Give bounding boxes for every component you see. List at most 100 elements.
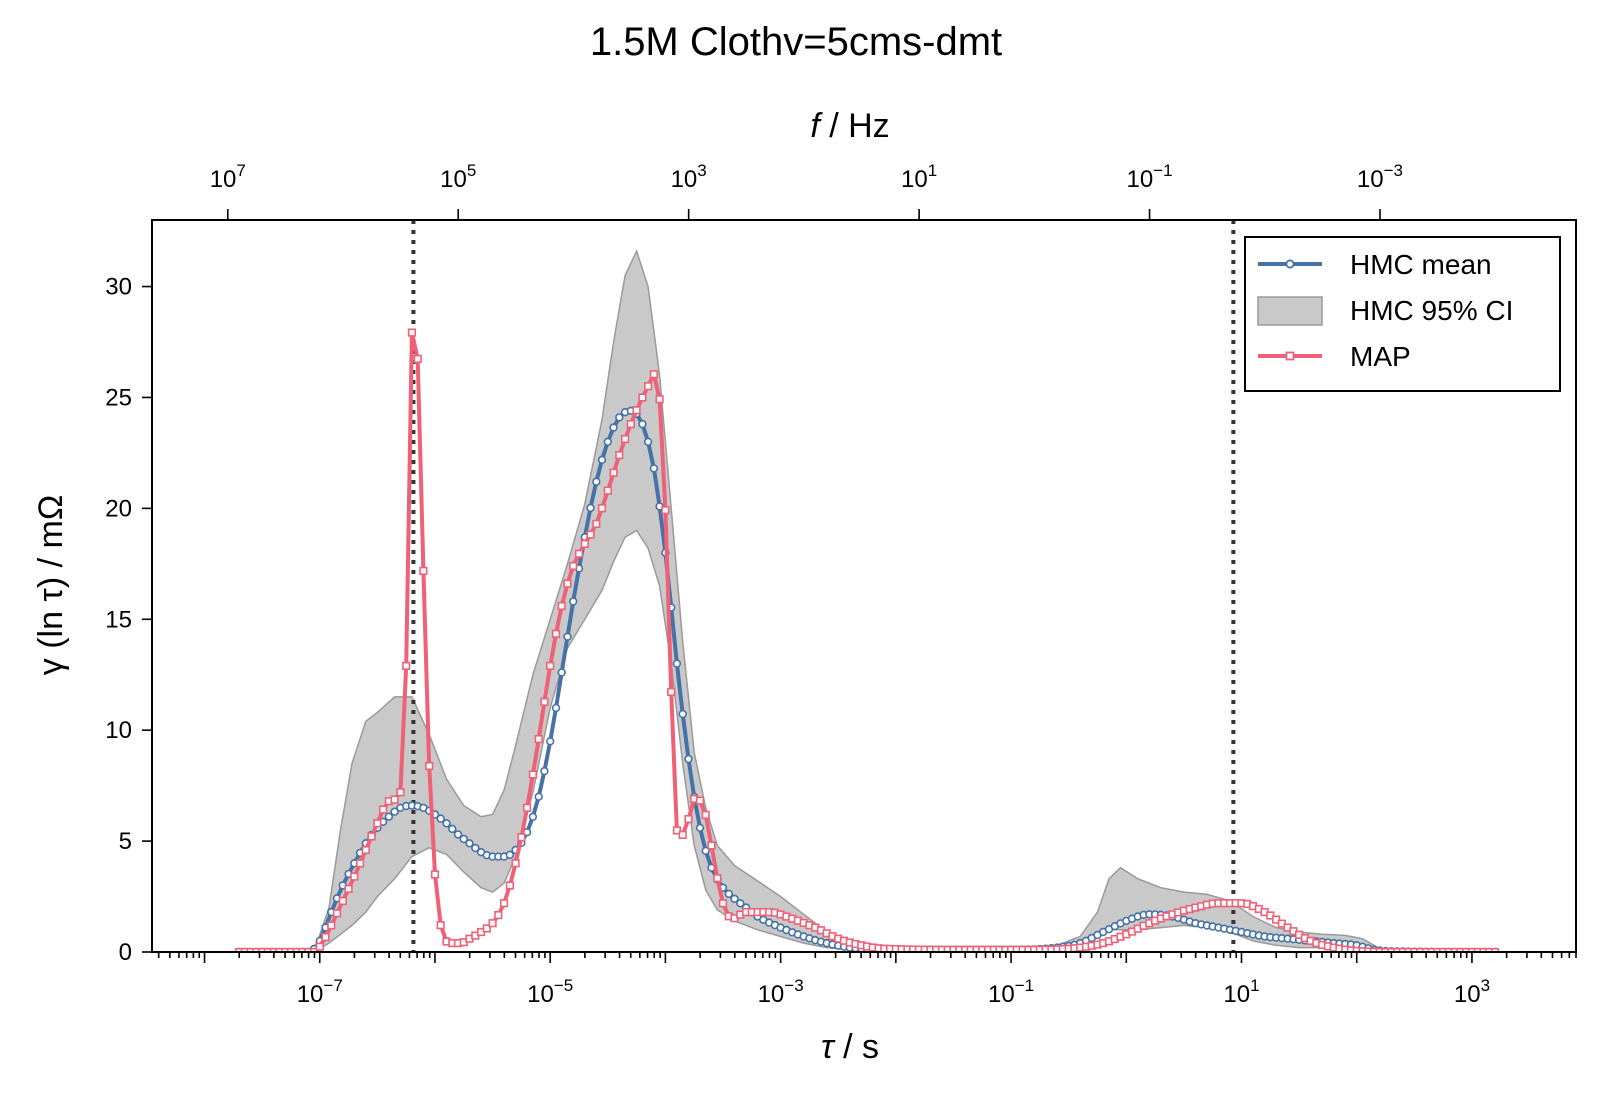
point bbox=[1393, 947, 1402, 952]
point bbox=[684, 754, 693, 764]
point bbox=[667, 687, 676, 696]
tick-exp: 1 bbox=[1250, 976, 1259, 995]
legend-label-ci: HMC 95% CI bbox=[1350, 295, 1513, 326]
point bbox=[494, 910, 503, 920]
legend-marker-hmc-mean bbox=[1285, 259, 1295, 269]
point bbox=[453, 830, 463, 839]
point bbox=[246, 947, 255, 952]
tick-exp: −3 bbox=[1384, 161, 1403, 180]
point bbox=[338, 896, 347, 906]
x-label-unit: / s bbox=[834, 1028, 879, 1066]
point bbox=[350, 872, 359, 881]
point bbox=[263, 947, 273, 952]
axes-frame bbox=[151, 219, 1577, 953]
point bbox=[695, 823, 705, 832]
point bbox=[1387, 947, 1396, 952]
tick-base: 10 bbox=[1357, 166, 1384, 193]
point bbox=[574, 549, 584, 558]
point bbox=[1433, 947, 1442, 952]
point bbox=[557, 601, 566, 611]
point bbox=[309, 947, 319, 952]
tick-exp: 3 bbox=[1481, 976, 1490, 995]
point bbox=[1410, 947, 1419, 952]
point bbox=[643, 437, 653, 446]
point bbox=[1427, 947, 1436, 952]
point bbox=[390, 807, 399, 816]
point bbox=[546, 661, 555, 670]
tick-base: 10 bbox=[988, 981, 1015, 1008]
tick-exp: −1 bbox=[1015, 976, 1034, 995]
point bbox=[1444, 947, 1453, 952]
point bbox=[568, 597, 578, 606]
point bbox=[315, 942, 324, 951]
point bbox=[678, 830, 687, 839]
y-tick-label: 25 bbox=[105, 384, 132, 411]
tick-base: 10 bbox=[527, 981, 554, 1008]
point bbox=[436, 921, 445, 930]
point bbox=[465, 839, 474, 848]
point bbox=[269, 947, 278, 952]
point bbox=[643, 382, 653, 391]
tick-base: 10 bbox=[210, 166, 237, 193]
point bbox=[638, 393, 647, 402]
point bbox=[684, 814, 693, 824]
legend-swatch-ci bbox=[1257, 296, 1323, 326]
x-tick-label: 10−1 bbox=[988, 976, 1034, 1008]
x-label-symbol: τ bbox=[821, 1028, 836, 1066]
legend-marker-map bbox=[1285, 351, 1295, 361]
point bbox=[597, 504, 607, 513]
point bbox=[540, 766, 549, 776]
point bbox=[235, 947, 244, 952]
point bbox=[522, 803, 532, 812]
point bbox=[586, 503, 595, 513]
tick-exp: −1 bbox=[1153, 161, 1172, 180]
point bbox=[499, 899, 509, 908]
x-tick-label: 103 bbox=[1454, 976, 1490, 1008]
point bbox=[1462, 947, 1471, 952]
point bbox=[361, 845, 370, 855]
y-tick-label: 5 bbox=[119, 828, 132, 855]
point bbox=[304, 947, 313, 952]
ci-band bbox=[313, 249, 1386, 952]
point bbox=[1416, 947, 1425, 952]
point bbox=[551, 629, 561, 638]
point bbox=[620, 434, 630, 444]
point bbox=[378, 805, 388, 814]
point bbox=[275, 947, 284, 952]
point bbox=[609, 423, 618, 432]
point bbox=[419, 566, 428, 575]
point bbox=[563, 579, 572, 588]
x2-tick-label: 105 bbox=[440, 161, 476, 193]
point bbox=[701, 846, 710, 855]
point bbox=[1272, 915, 1281, 924]
point bbox=[425, 761, 434, 771]
x-axis-label: τ / s bbox=[821, 1028, 879, 1066]
legend: HMC mean HMC 95% CI MAP bbox=[1244, 236, 1561, 392]
point bbox=[724, 889, 733, 899]
tick-exp: −3 bbox=[784, 976, 803, 995]
tick-base: 10 bbox=[440, 166, 467, 193]
point bbox=[597, 455, 607, 464]
point bbox=[511, 859, 520, 868]
point bbox=[695, 796, 705, 805]
point bbox=[569, 561, 578, 571]
x2-tick-label: 103 bbox=[671, 161, 707, 193]
point bbox=[1398, 947, 1407, 952]
x2-tick-label: 107 bbox=[210, 161, 246, 193]
point bbox=[505, 881, 515, 890]
point bbox=[402, 661, 411, 670]
point bbox=[528, 812, 538, 821]
point bbox=[281, 947, 290, 952]
legend-label-map: MAP bbox=[1350, 341, 1411, 372]
point bbox=[327, 921, 336, 930]
point bbox=[344, 884, 353, 893]
point bbox=[615, 450, 624, 460]
point bbox=[736, 899, 745, 908]
tick-base: 10 bbox=[758, 981, 785, 1008]
point bbox=[638, 419, 647, 429]
plot-area bbox=[234, 220, 1500, 952]
point bbox=[534, 792, 543, 801]
point bbox=[442, 819, 451, 828]
tick-exp: −5 bbox=[554, 976, 573, 995]
